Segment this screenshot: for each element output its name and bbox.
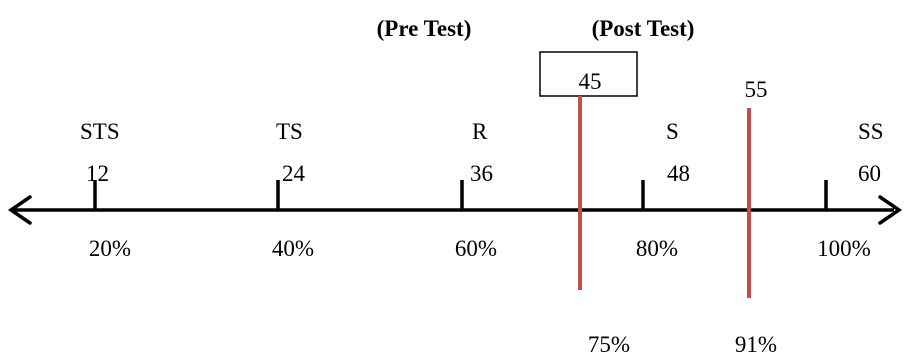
score-label-24: 24 [282, 161, 306, 186]
axis-left-arrowhead [7, 195, 32, 225]
pre-test-percent-label: 75% [588, 332, 630, 356]
percent-label-100: 100% [817, 236, 871, 261]
category-label-s: S [666, 119, 679, 144]
percent-label-80: 80% [636, 236, 678, 261]
pre-test-score-label: 45 [579, 69, 602, 94]
score-label-36: 36 [470, 161, 493, 186]
category-label-r: R [472, 119, 488, 144]
post-test-header: (Post Test) [592, 16, 695, 41]
pre-test-header: (Pre Test) [377, 16, 472, 41]
pre-test-score-box [539, 51, 638, 97]
category-label-ss: SS [858, 119, 884, 144]
category-label-ts: TS [276, 119, 303, 144]
percent-label-60: 60% [455, 236, 497, 261]
percent-label-20: 20% [89, 236, 131, 261]
post-test-score-label: 55 [745, 77, 768, 102]
axis-right-arrowhead [878, 195, 903, 225]
score-label-60: 60 [858, 161, 881, 186]
score-label-12: 12 [86, 161, 109, 186]
score-label-48: 48 [667, 161, 690, 186]
percent-label-40: 40% [272, 236, 314, 261]
category-label-sts: STS [80, 119, 120, 144]
post-test-percent-label: 91% [735, 332, 777, 356]
